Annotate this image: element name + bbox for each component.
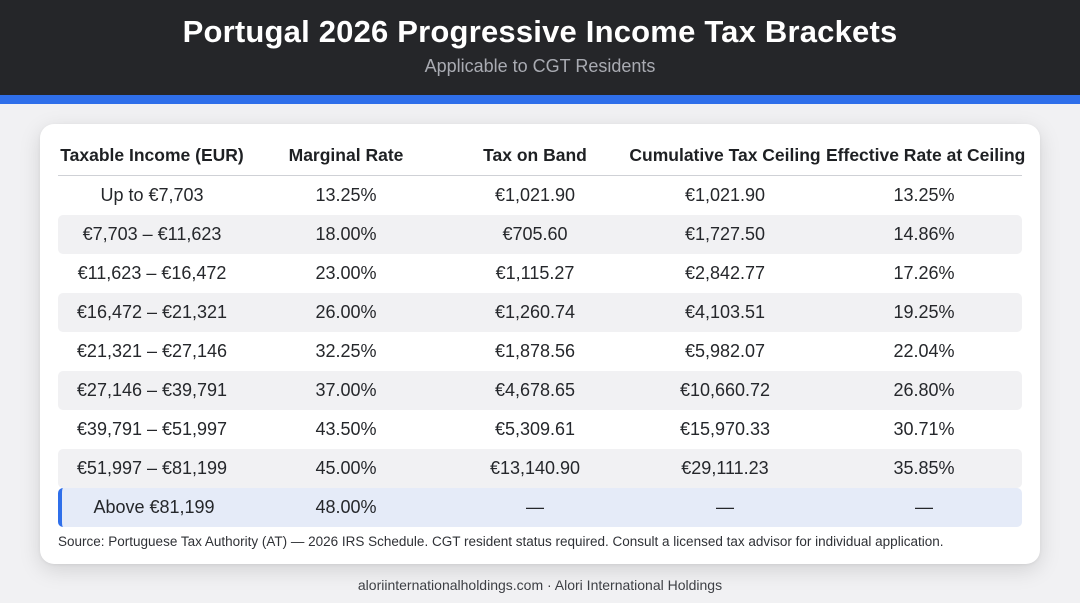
effective-rate-cell: 30.71% bbox=[893, 419, 955, 439]
marginal-rate-cell: 26.00% bbox=[315, 302, 377, 322]
taxable-income-cell: €16,472 – €21,321 bbox=[76, 302, 228, 322]
cumulative-tax-cell: €10,660.72 bbox=[679, 380, 771, 400]
taxable-income-cell: €39,791 – €51,997 bbox=[76, 419, 228, 439]
source-note: Source: Portuguese Tax Authority (AT) — … bbox=[58, 534, 944, 549]
tax-on-band-cell: €1,115.27 bbox=[495, 263, 575, 283]
marginal-rate-cell: 45.00% bbox=[315, 458, 377, 478]
marginal-rate-cell: 18.00% bbox=[315, 224, 377, 244]
table-header-row: Taxable Income (EUR) Marginal Rate Tax o… bbox=[58, 136, 1026, 176]
tax-on-band-cell: €5,309.61 bbox=[494, 419, 576, 439]
tax-on-band-cell: — bbox=[526, 497, 544, 517]
table-row: €11,623 – €16,472 23.00% €1,115.27 €2,84… bbox=[58, 254, 1022, 293]
table-row: €7,703 – €11,623 18.00% €705.60 €1,727.5… bbox=[58, 215, 1022, 254]
column-header-cumulative-tax-ceiling: Cumulative Tax Ceiling bbox=[629, 145, 821, 165]
cumulative-tax-cell: €15,970.33 bbox=[679, 419, 771, 439]
page-header: Portugal 2026 Progressive Income Tax Bra… bbox=[0, 0, 1080, 95]
effective-rate-cell: 19.25% bbox=[893, 302, 955, 322]
tax-brackets-table: Taxable Income (EUR) Marginal Rate Tax o… bbox=[58, 136, 1026, 527]
cumulative-tax-cell: €29,111.23 bbox=[681, 458, 769, 478]
tax-on-band-cell: €13,140.90 bbox=[489, 458, 581, 478]
cumulative-tax-cell: €1,727.50 bbox=[684, 224, 766, 244]
table-row-top-bracket: Above €81,199 48.00% — — — bbox=[58, 488, 1022, 527]
marginal-rate-cell: 32.25% bbox=[315, 341, 377, 361]
effective-rate-cell: — bbox=[915, 497, 933, 517]
taxable-income-cell: Up to €7,703 bbox=[100, 185, 204, 205]
page-subtitle: Applicable to CGT Residents bbox=[424, 56, 656, 76]
tax-table-card: Taxable Income (EUR) Marginal Rate Tax o… bbox=[40, 124, 1040, 564]
effective-rate-cell: 17.26% bbox=[893, 263, 955, 283]
effective-rate-cell: 13.25% bbox=[893, 185, 955, 205]
effective-rate-cell: 35.85% bbox=[893, 458, 955, 478]
cumulative-tax-cell: €2,842.77 bbox=[684, 263, 766, 283]
tax-on-band-cell: €4,678.65 bbox=[494, 380, 576, 400]
cumulative-tax-cell: €5,982.07 bbox=[684, 341, 766, 361]
effective-rate-cell: 26.80% bbox=[893, 380, 955, 400]
taxable-income-cell: €27,146 – €39,791 bbox=[76, 380, 228, 400]
column-header-taxable-income: Taxable Income (EUR) bbox=[60, 145, 244, 165]
cumulative-tax-cell: €1,021.90 bbox=[684, 185, 766, 205]
accent-bar bbox=[0, 95, 1080, 104]
marginal-rate-cell: 43.50% bbox=[315, 419, 377, 439]
tax-on-band-cell: €1,021.90 bbox=[494, 185, 576, 205]
column-header-tax-on-band: Tax on Band bbox=[483, 145, 587, 165]
page-title: Portugal 2026 Progressive Income Tax Bra… bbox=[182, 14, 898, 49]
table-row: €39,791 – €51,997 43.50% €5,309.61 €15,9… bbox=[58, 410, 1022, 449]
taxable-income-cell: €11,623 – €16,472 bbox=[77, 263, 227, 283]
marginal-rate-cell: 13.25% bbox=[315, 185, 377, 205]
column-header-marginal-rate: Marginal Rate bbox=[288, 145, 404, 165]
marginal-rate-cell: 37.00% bbox=[315, 380, 377, 400]
table-row: €21,321 – €27,146 32.25% €1,878.56 €5,98… bbox=[58, 332, 1022, 371]
taxable-income-cell: €51,997 – €81,199 bbox=[76, 458, 228, 478]
cumulative-tax-cell: — bbox=[716, 497, 734, 517]
table-row: €16,472 – €21,321 26.00% €1,260.74 €4,10… bbox=[58, 293, 1022, 332]
tax-on-band-cell: €705.60 bbox=[502, 224, 568, 244]
tax-on-band-cell: €1,260.74 bbox=[494, 302, 576, 322]
cumulative-tax-cell: €4,103.51 bbox=[684, 302, 766, 322]
marginal-rate-cell: 48.00% bbox=[315, 497, 377, 517]
table-row: €27,146 – €39,791 37.00% €4,678.65 €10,6… bbox=[58, 371, 1022, 410]
column-header-effective-rate: Effective Rate at Ceiling bbox=[826, 145, 1026, 165]
table-row: €51,997 – €81,199 45.00% €13,140.90 €29,… bbox=[58, 449, 1022, 488]
taxable-income-cell: €21,321 – €27,146 bbox=[76, 341, 228, 361]
taxable-income-cell: Above €81,199 bbox=[93, 497, 215, 517]
effective-rate-cell: 14.86% bbox=[893, 224, 955, 244]
footer-credit: aloriinternationalholdings.com · Alori I… bbox=[357, 577, 723, 593]
marginal-rate-cell: 23.00% bbox=[315, 263, 377, 283]
effective-rate-cell: 22.04% bbox=[893, 341, 955, 361]
taxable-income-cell: €7,703 – €11,623 bbox=[82, 224, 222, 244]
table-row: Up to €7,703 13.25% €1,021.90 €1,021.90 … bbox=[58, 176, 1022, 215]
tax-on-band-cell: €1,878.56 bbox=[494, 341, 576, 361]
